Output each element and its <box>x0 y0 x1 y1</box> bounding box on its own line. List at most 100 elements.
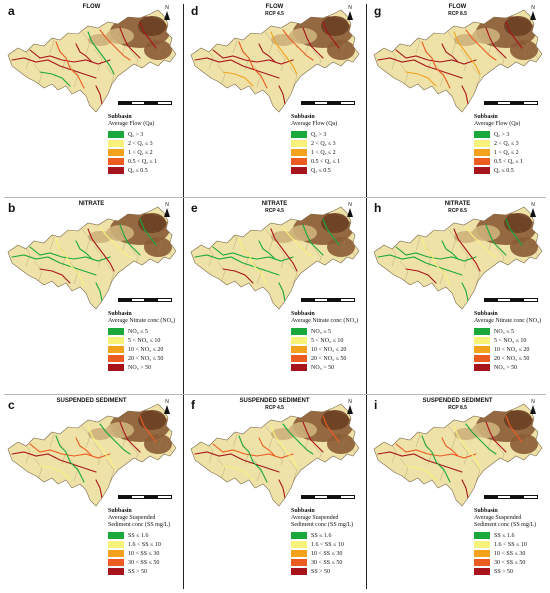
legend-swatch <box>474 167 490 174</box>
legend-item: SS ≤ 1.6 <box>291 531 353 540</box>
river-reach <box>322 415 340 443</box>
legend-swatch <box>108 568 124 575</box>
legend-item: 1.6 < SS ≤ 10 <box>291 540 353 549</box>
panel-scenario: RCP 4.5 <box>265 405 284 411</box>
river-reach <box>55 435 85 483</box>
legend-label: NO₃ ≤ 5 <box>494 328 515 335</box>
legend-item: 10 < NO₃ ≤ 20 <box>474 345 541 354</box>
subbasin-boundary <box>69 458 79 482</box>
panel-title: SUSPENDED SEDIMENT <box>56 398 127 404</box>
river-reach <box>505 218 523 246</box>
north-arrow-icon: N <box>164 6 170 20</box>
legend-label: SS > 50 <box>494 568 514 575</box>
legend-swatch <box>108 532 124 539</box>
river-reach <box>278 85 286 105</box>
legend-item: 2 < Qₐ ≤ 3 <box>108 139 157 148</box>
subbasin-boundary <box>276 245 286 269</box>
river-reach <box>302 224 324 256</box>
river-reach <box>405 465 437 481</box>
subbasin-boundary <box>33 63 43 87</box>
river-reach <box>441 437 459 457</box>
subbasin-boundary <box>459 48 469 72</box>
subbasin-boundary <box>471 459 481 483</box>
legend-title: Subbasin <box>291 508 315 514</box>
scale-segment <box>157 495 172 499</box>
legend-label: 10 < SS ≤ 30 <box>311 550 343 557</box>
legend-label: 20 < NO₃ ≤ 50 <box>311 355 347 362</box>
arrow-icon <box>164 405 170 414</box>
river-reach <box>194 451 280 473</box>
arrow-icon <box>347 11 353 20</box>
north-label: N <box>531 5 535 11</box>
legend-title: Subbasin <box>474 508 498 514</box>
river-reach <box>119 27 141 59</box>
river-reach <box>278 282 286 302</box>
basin-map <box>7 9 177 113</box>
subbasin-boundary <box>69 64 79 88</box>
subbasin-boundary <box>81 228 91 252</box>
subbasin-boundary <box>93 442 103 466</box>
north-arrow-icon: N <box>164 203 170 217</box>
map-legend: Subbasin Average Nitrate conc (NO₃) NO₃ ≤ … <box>291 311 358 372</box>
map-legend: Subbasin Average Suspended Sediment conc (… <box>474 508 536 576</box>
legend-label: 10 < NO₃ ≤ 20 <box>128 346 164 353</box>
legend-item: 10 < NO₃ ≤ 20 <box>291 345 358 354</box>
legend-subtitle: Sediment conc (SS mg/L) <box>474 522 537 528</box>
relief-area <box>321 16 349 36</box>
map-panel-c: c SUSPENDED SEDIMENT N Subbasin Average Susp… <box>0 394 183 591</box>
legend-swatch <box>108 140 124 147</box>
river-reach <box>270 425 298 469</box>
legend-item: 2 < Qₐ ≤ 3 <box>474 139 523 148</box>
legend-swatch <box>291 541 307 548</box>
subbasin-boundary <box>519 427 529 451</box>
legend-item: SS ≤ 1.6 <box>108 531 170 540</box>
river-reach <box>377 451 463 473</box>
river-reach <box>222 268 254 284</box>
subbasin-boundary <box>435 64 445 88</box>
legend-label: 30 < SS ≤ 50 <box>311 559 343 566</box>
subbasin-boundary <box>435 261 445 285</box>
panel-scenario: RCP 8.5 <box>448 11 467 17</box>
legend-item: 30 < SS ≤ 50 <box>474 558 536 567</box>
basin-map <box>190 403 360 507</box>
legend-swatch <box>291 568 307 575</box>
subbasin-boundary <box>519 33 529 57</box>
legend-item: 10 < SS ≤ 30 <box>108 549 170 558</box>
panel-scenario: RCP 4.5 <box>265 11 284 17</box>
subbasin-boundary <box>276 48 286 72</box>
legend-item: NO₃ > 50 <box>108 363 175 372</box>
legend-label: Qₐ > 3 <box>128 131 144 138</box>
legend-swatch <box>291 140 307 147</box>
legend-title: Subbasin <box>108 508 132 514</box>
river-reach <box>87 228 115 272</box>
legend-swatch <box>474 568 490 575</box>
legend-item: 20 < NO₃ ≤ 50 <box>291 354 358 363</box>
legend-label: NO₃ ≤ 5 <box>128 328 149 335</box>
legend-swatch <box>108 559 124 566</box>
legend-label: 5 < NO₃ ≤ 10 <box>311 337 344 344</box>
subbasin-boundary <box>471 262 481 286</box>
basin-map <box>7 403 177 507</box>
legend-swatch <box>291 167 307 174</box>
river-reach <box>212 246 294 262</box>
legend-swatch <box>474 131 490 138</box>
basin-map <box>7 206 177 310</box>
legend-swatch <box>108 131 124 138</box>
river-reach <box>238 435 268 483</box>
legend-label: 10 < SS ≤ 30 <box>494 550 526 557</box>
scale-bar <box>484 494 538 499</box>
legend-swatch <box>291 328 307 335</box>
legend-item: 20 < NO₃ ≤ 50 <box>474 354 541 363</box>
legend-item: 1 < Qₐ ≤ 2 <box>108 148 157 157</box>
river-reach <box>29 443 111 459</box>
scale-bar <box>301 100 355 105</box>
map-panel-f: f SUSPENDED SEDIMENT RCP 4.5 N Subbasin Avera… <box>183 394 366 591</box>
subbasin-boundary <box>459 442 469 466</box>
relief-area <box>271 34 295 46</box>
panel-letter: b <box>8 201 16 215</box>
relief-area <box>504 16 532 36</box>
legend-item: NO₃ ≤ 5 <box>291 327 358 336</box>
basin-map <box>373 9 543 113</box>
legend-item: 30 < SS ≤ 50 <box>108 558 170 567</box>
relief-area <box>138 16 166 36</box>
